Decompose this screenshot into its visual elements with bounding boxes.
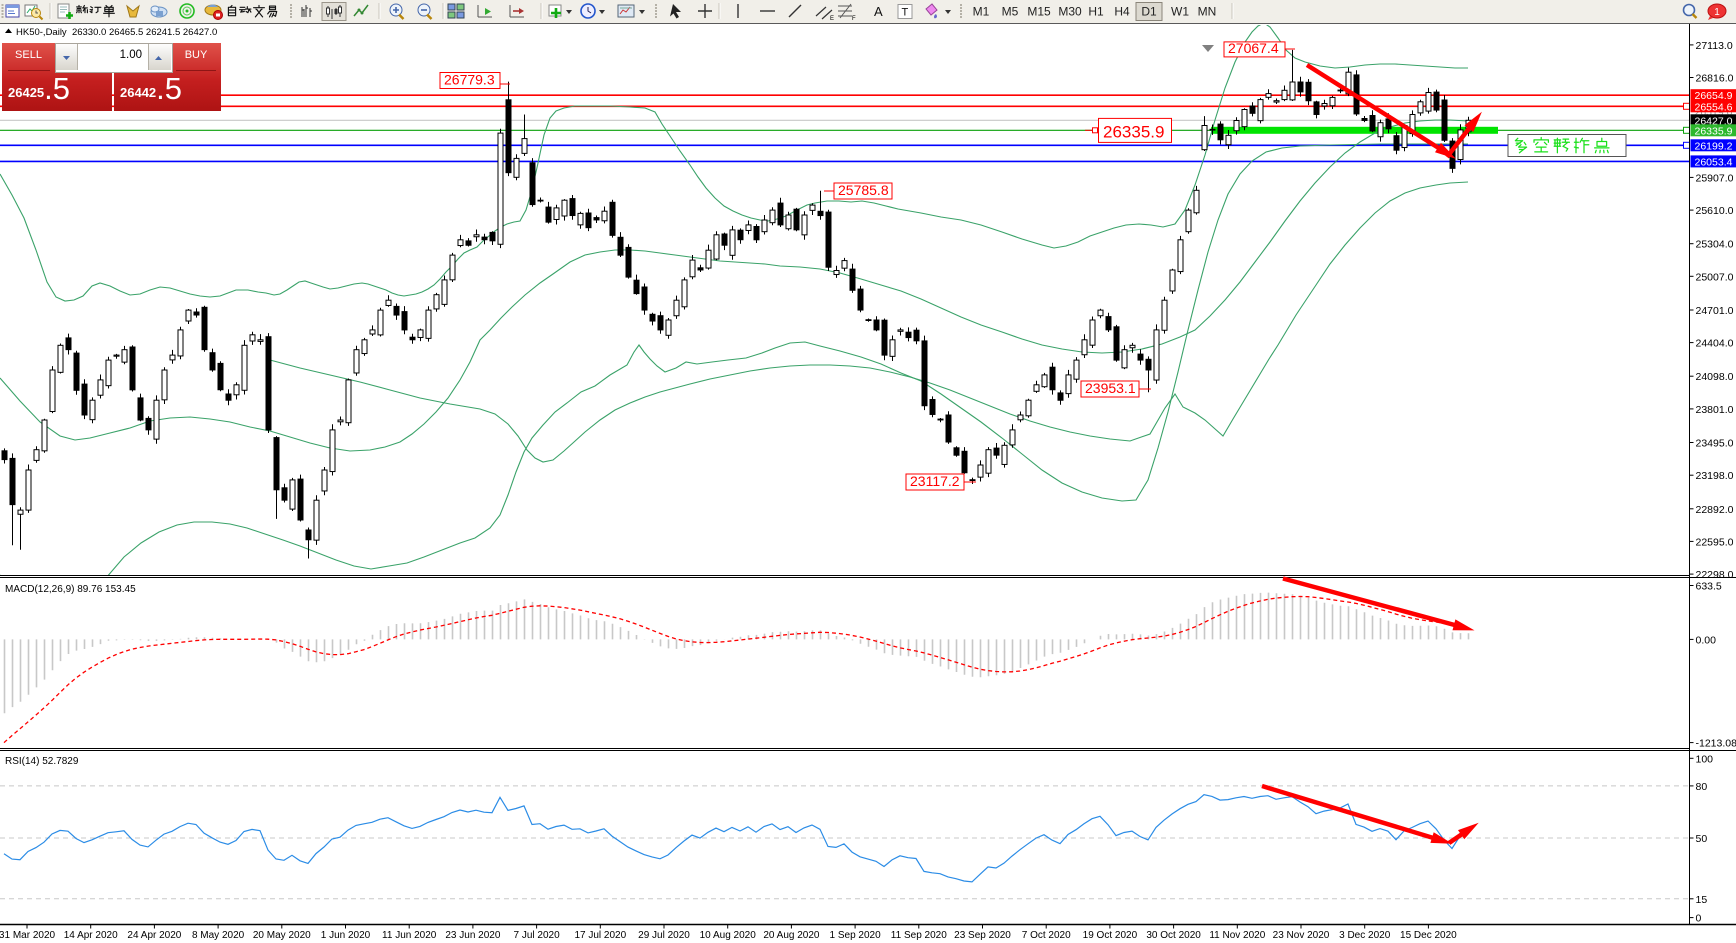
svg-text:19 Oct 2020: 19 Oct 2020 [1083, 930, 1138, 941]
svg-text:24404.0: 24404.0 [1696, 338, 1734, 350]
svg-text:T: T [902, 7, 909, 19]
svg-text:20 Aug 2020: 20 Aug 2020 [763, 930, 820, 941]
svg-text:24098.0: 24098.0 [1696, 371, 1734, 383]
svg-text:26199.2: 26199.2 [1695, 140, 1733, 152]
svg-text:10 Aug 2020: 10 Aug 2020 [700, 930, 757, 941]
svg-text:1 Sep 2020: 1 Sep 2020 [830, 930, 882, 941]
svg-text:7 Jul 2020: 7 Jul 2020 [514, 930, 561, 941]
svg-text:24 Apr 2020: 24 Apr 2020 [127, 930, 181, 941]
svg-text:11 Sep 2020: 11 Sep 2020 [891, 930, 947, 941]
svg-text:23 Sep 2020: 23 Sep 2020 [954, 930, 1011, 941]
svg-text:MACD(12,26,9) 89.76 153.45: MACD(12,26,9) 89.76 153.45 [5, 584, 136, 595]
svg-text:RSI(14) 52.7829: RSI(14) 52.7829 [5, 756, 79, 767]
svg-text:7 Oct 2020: 7 Oct 2020 [1022, 930, 1071, 941]
svg-text:HK50-,Daily 26330.0 26465.5 2: HK50-,Daily 26330.0 26465.5 26241.5 2642… [16, 27, 217, 38]
svg-text:23495.0: 23495.0 [1696, 438, 1734, 450]
svg-text:23117.2: 23117.2 [910, 473, 960, 489]
svg-text:25907.0: 25907.0 [1696, 172, 1734, 184]
svg-text:22892.0: 22892.0 [1696, 504, 1734, 516]
svg-text:D1: D1 [1141, 5, 1157, 19]
svg-text:A: A [874, 4, 883, 19]
svg-text:27067.4: 27067.4 [1228, 40, 1279, 56]
svg-text:30 Oct 2020: 30 Oct 2020 [1146, 930, 1201, 941]
svg-text:23 Nov 2020: 23 Nov 2020 [1273, 930, 1330, 941]
svg-text:20 May 2020: 20 May 2020 [253, 930, 311, 941]
svg-text:-1213.08: -1213.08 [1696, 738, 1736, 750]
svg-text:80: 80 [1696, 781, 1708, 793]
svg-text:H4: H4 [1114, 5, 1130, 19]
svg-text:8 May 2020: 8 May 2020 [192, 930, 245, 941]
svg-text:25785.8: 25785.8 [838, 182, 889, 198]
svg-text:M30: M30 [1058, 5, 1082, 19]
svg-text:24701.0: 24701.0 [1696, 305, 1734, 317]
svg-text:22298.0: 22298.0 [1696, 569, 1734, 581]
svg-text:50: 50 [1696, 833, 1708, 845]
svg-text:23953.1: 23953.1 [1085, 380, 1136, 396]
svg-text:M15: M15 [1027, 5, 1051, 19]
svg-text:15 Dec 2020: 15 Dec 2020 [1400, 930, 1457, 941]
svg-text:15: 15 [1696, 894, 1708, 906]
svg-text:27113.0: 27113.0 [1696, 40, 1733, 52]
svg-text:23 Jun 2020: 23 Jun 2020 [445, 930, 500, 941]
svg-text:MN: MN [1198, 5, 1217, 19]
svg-text:E: E [830, 16, 834, 22]
svg-text:26335.9: 26335.9 [1103, 122, 1164, 141]
svg-text:26779.3: 26779.3 [444, 72, 495, 88]
svg-text:29 Jul 2020: 29 Jul 2020 [638, 930, 690, 941]
svg-text:M5: M5 [1002, 5, 1019, 19]
svg-text:0: 0 [1696, 913, 1702, 925]
svg-text:F: F [852, 16, 856, 22]
svg-text:3 Dec 2020: 3 Dec 2020 [1339, 930, 1391, 941]
svg-text:11 Nov 2020: 11 Nov 2020 [1209, 930, 1265, 941]
svg-text:M1: M1 [973, 5, 990, 19]
svg-text:14 Apr 2020: 14 Apr 2020 [64, 930, 118, 941]
svg-text:17 Jul 2020: 17 Jul 2020 [574, 930, 626, 941]
svg-text:25610.0: 25610.0 [1696, 205, 1734, 217]
svg-text:31 Mar 2020: 31 Mar 2020 [0, 930, 56, 941]
svg-text:633.5: 633.5 [1696, 581, 1722, 593]
svg-text:1 Jun 2020: 1 Jun 2020 [321, 930, 371, 941]
svg-text:25304.0: 25304.0 [1696, 239, 1734, 251]
svg-text:26816.0: 26816.0 [1696, 73, 1734, 85]
svg-text:26554.6: 26554.6 [1695, 101, 1733, 113]
svg-text:23198.0: 23198.0 [1696, 470, 1734, 482]
svg-text:23801.0: 23801.0 [1696, 404, 1734, 416]
svg-text:100: 100 [1696, 753, 1714, 765]
svg-text:26335.9: 26335.9 [1695, 125, 1733, 137]
svg-text:26654.9: 26654.9 [1695, 90, 1733, 102]
svg-text:26053.4: 26053.4 [1695, 156, 1733, 168]
svg-text:11 Jun 2020: 11 Jun 2020 [382, 930, 437, 941]
svg-text:25007.0: 25007.0 [1696, 271, 1734, 283]
svg-text:1: 1 [1714, 7, 1720, 18]
svg-text:0.00: 0.00 [1696, 634, 1717, 646]
svg-text:W1: W1 [1171, 5, 1189, 19]
svg-text:H1: H1 [1088, 5, 1104, 19]
svg-text:22595.0: 22595.0 [1696, 536, 1734, 548]
